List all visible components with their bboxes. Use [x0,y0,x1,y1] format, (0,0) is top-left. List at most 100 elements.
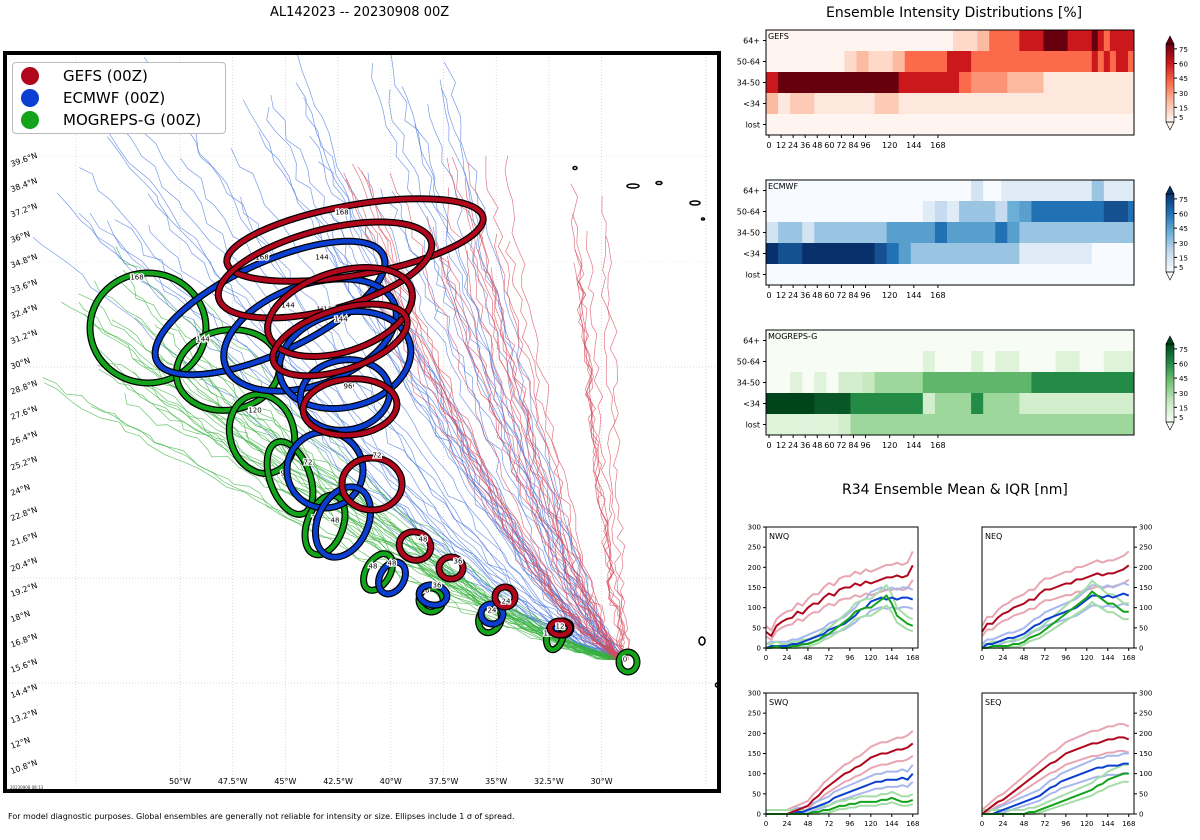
heatmap-cell [1049,222,1056,244]
heatmap-cell [808,180,815,202]
heatmap-cell [904,243,912,265]
ensemble-track [571,214,629,661]
ensemble-track [180,286,629,661]
heatmap-cell [1007,222,1014,244]
colorbar-segment [1166,347,1174,351]
heatmap-cell [790,351,797,373]
colorbar-segment [1166,377,1174,380]
heatmap-cell [904,114,912,136]
heatmap-cell [880,114,888,136]
forecast-hour-label: 48 [369,563,378,571]
heatmap-cell [965,330,972,352]
colorbar-segment [1166,61,1174,64]
heatmap-cell [892,372,900,394]
colorbar-segment [1166,104,1174,107]
heatmap-cell [826,414,833,436]
heatmap-cell [874,372,882,394]
heatmap-cell [1001,264,1008,286]
r34-iqr-upper [982,752,1129,811]
heatmap-cell [1079,393,1087,415]
heatmap-cell [1007,201,1014,223]
heatmap-cell [1013,114,1020,136]
heatmap-cell [1067,201,1075,223]
heatmap-cell [1103,114,1111,136]
colorbar-segment [1166,266,1174,269]
heatmap-cell [934,372,942,394]
lat-label: 14.4°N [9,682,38,700]
heatmap-cell [880,180,888,202]
forecast-ellipse: 168 [223,195,487,285]
heatmap-cell [953,264,960,286]
r34-xtick-label: 0 [764,820,768,828]
heatmap-cell [850,264,857,286]
heatmap-cell [796,114,803,136]
colorbar-segment [1166,264,1174,267]
r34-xtick-label: 48 [803,820,812,828]
legend-mogreps: MOGREPS-G (00Z) [21,109,201,131]
colorbar-segment [1166,88,1174,92]
heatmap-cell [1091,372,1099,394]
heatmap-cell [959,222,966,244]
r34-ytick-label: 300 [1139,524,1152,532]
heatmap-cell [1055,264,1063,286]
heatmap-cell [766,330,773,352]
heatmap-cell [1115,30,1123,52]
latitude-labels: 39.6°N 38.4°N 37.2°N 36°N 34.8°N 33.6°N 32.4°N… [9,151,38,776]
heatmap-cell [778,393,785,415]
heatmap-cell [965,93,972,115]
ensemble-track [468,162,629,661]
heatmap-cell [1007,72,1014,94]
forecast-hour-label: 36 [454,558,463,566]
heatmap-cell [1001,351,1008,373]
heatmap-cell [790,180,797,202]
heatmap-cell [838,51,845,73]
heatmap-cell [1079,93,1087,115]
ensemble-track [313,214,629,661]
heatmap-cell [802,222,809,244]
heatmap-cell [1115,264,1123,286]
heatmap-row-label: 64+ [743,37,760,46]
colorbar-tick-label: 45 [1179,225,1188,233]
heatmap-cell [892,72,900,94]
heatmap-cell [977,264,984,286]
heatmap-cell [1109,30,1117,52]
ensemble-track [439,79,629,661]
heatmap-cell [832,93,839,115]
heatmap-row-label: 34-50 [737,79,760,88]
heatmap-cell [814,72,821,94]
heatmap-cell [1061,30,1069,52]
heatmap-cell [1049,414,1056,436]
ensemble-track [352,163,629,661]
r34-panel-label: NWQ [769,532,789,541]
heatmap-cell [977,114,984,136]
heatmap-cell [838,180,845,202]
colorbar-min-arrow [1165,121,1175,131]
heatmap-cell [989,93,996,115]
heatmap-cell [892,30,900,52]
r34-ytick-label: 100 [748,770,761,778]
heatmap-cell [1037,180,1044,202]
heatmap-cell [1031,222,1038,244]
forecast-hour-label: 144 [196,336,210,344]
heatmap-cell [868,330,875,352]
heatmap-cell [1037,264,1044,286]
heatmap-cell [814,93,821,115]
heatmap-cell [1103,351,1111,373]
heatmap-xtick-label: 36 [800,441,810,450]
heatmap-cell [989,51,996,73]
heatmap-cell [772,180,779,202]
heatmap-cell [850,72,857,94]
heatmap-cell [874,414,882,436]
heatmap-cell [916,114,924,136]
heatmap-xtick-label: 60 [824,141,834,150]
r34-ytick-label: 50 [1139,624,1148,632]
heatmap-cell [874,30,882,52]
lat-label: 34.8°N [9,252,38,270]
colorbar-segment [1166,369,1174,372]
heatmap-xtick-label: 84 [848,441,858,450]
heatmap-cell [1013,201,1020,223]
heatmap-cell [1115,72,1123,94]
ensemble-track [98,368,629,661]
heatmap-cell [1115,201,1123,223]
heatmap-cell [1115,180,1123,202]
